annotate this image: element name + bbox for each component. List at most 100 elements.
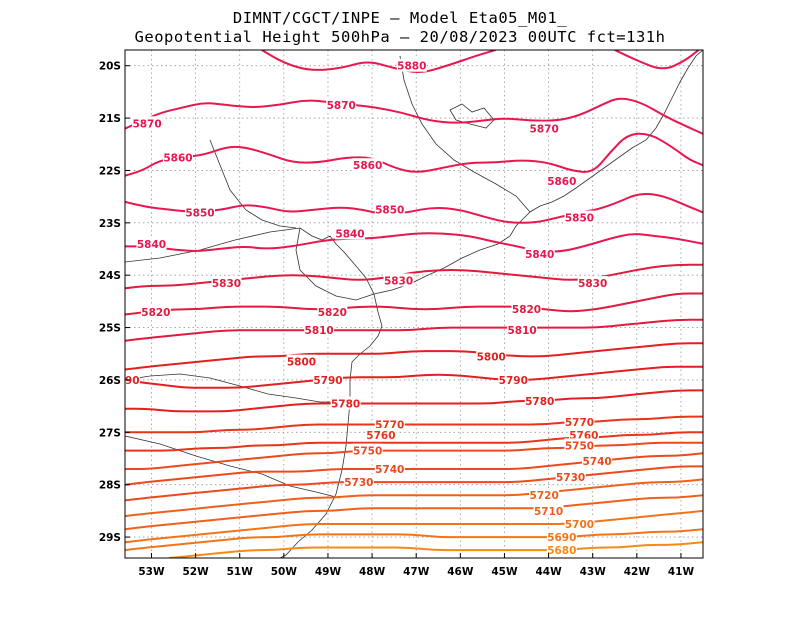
contour-line-5680 (169, 541, 703, 558)
contour-label-5840: 5840 (137, 239, 166, 251)
contour-label-5820: 5820 (141, 307, 170, 319)
contour-label-background (582, 454, 613, 468)
lon-tick-label: 46W (447, 566, 474, 578)
contour-label-background (365, 427, 396, 441)
state-border-2 (125, 373, 350, 403)
contour-label-background (568, 427, 599, 441)
lat-tick-label: 20S (99, 61, 121, 73)
contour-label-5850: 5850 (565, 213, 594, 225)
contour-label-5830: 5830 (384, 275, 413, 287)
contour-label-5780: 5780 (331, 399, 360, 411)
contour-line-5790 (125, 365, 703, 389)
lon-tick-label: 51W (227, 566, 254, 578)
contour-label-5820: 5820 (318, 307, 347, 319)
state-border-1 (209, 139, 297, 229)
contour-label-background (343, 475, 374, 489)
contour-line-5820 (125, 292, 703, 316)
contour-label-background (136, 236, 167, 250)
contour-label-5720: 5720 (530, 490, 559, 502)
contour-label-background (577, 276, 608, 290)
contour-line-5870 (125, 97, 703, 135)
contour-label-5740: 5740 (582, 456, 611, 468)
map-frame (124, 49, 704, 559)
contour-label-5820: 5820 (512, 304, 541, 316)
contour-label-background (507, 323, 538, 337)
lat-tick-label: 26S (99, 375, 121, 387)
contour-label-5870: 5870 (132, 118, 161, 130)
contour-label-background (132, 116, 163, 130)
contour-label-background (286, 354, 317, 368)
contour-label-5730: 5730 (556, 472, 585, 484)
contour-label-5750: 5750 (353, 446, 382, 458)
lat-tick-label: 21S (99, 113, 121, 125)
contour-label-background (529, 488, 560, 502)
contour-label-5750: 5750 (565, 440, 594, 452)
lat-tick-label: 27S (99, 427, 121, 439)
lon-tick-label: 42W (624, 566, 651, 578)
contour-label-5790: 5790 (110, 375, 139, 387)
contour-label-background (564, 210, 595, 224)
contour-line-5810 (125, 318, 703, 342)
contour-label-5840: 5840 (525, 249, 554, 261)
contour-line-5860 (125, 132, 703, 177)
contour-label-5800: 5800 (477, 351, 506, 363)
lon-tick-label: 45W (491, 566, 518, 578)
contour-label-5860: 5860 (353, 160, 382, 172)
lat-tick-label: 29S (99, 532, 121, 544)
contour-label-5790: 5790 (499, 375, 528, 387)
contour-label-5790: 5790 (313, 375, 342, 387)
lat-tick-label: 25S (99, 323, 121, 335)
contour-label-background (162, 150, 193, 164)
contour-label-background (498, 372, 529, 386)
contour-line-5690 (125, 528, 703, 552)
contour-label-5780: 5780 (525, 396, 554, 408)
contour-line-5720 (125, 478, 703, 518)
contour-label-background (374, 202, 405, 216)
contour-label-background (312, 372, 343, 386)
contour-label-background (374, 461, 405, 475)
contour-label-background (529, 121, 560, 135)
contour-label-background (335, 226, 366, 240)
contour-label-background (546, 173, 577, 187)
lat-tick-label: 24S (99, 270, 121, 282)
lon-tick-label: 50W (271, 566, 298, 578)
contour-label-background (374, 417, 405, 431)
contour-label-5770: 5770 (565, 417, 594, 429)
contour-label-background (185, 205, 216, 219)
contour-line-5880 (614, 50, 700, 70)
lon-tick-label: 48W (359, 566, 386, 578)
contour-label-5740: 5740 (375, 464, 404, 476)
contour-label-5830: 5830 (578, 278, 607, 290)
contour-label-5680: 5680 (547, 545, 576, 557)
lat-tick-label: 28S (99, 480, 121, 492)
contour-label-5860: 5860 (163, 152, 192, 164)
contour-label-background (396, 58, 427, 72)
contour-label-background (125, 372, 140, 386)
contour-label-5810: 5810 (507, 325, 536, 337)
contour-label-background (326, 97, 357, 111)
contour-label-background (524, 247, 555, 261)
state-border-5 (295, 227, 375, 301)
contour-label-background (524, 393, 555, 407)
contour-line-5800 (125, 342, 703, 371)
contour-line-5840 (125, 232, 703, 253)
state-border-4 (399, 55, 531, 213)
contour-label-5880: 5880 (397, 61, 426, 73)
contour-label-background (317, 304, 348, 318)
latitude-axis: 20S 21S 22S 23S 24S 25S 26S 27S 28S 29S (99, 61, 130, 544)
contour-label-5700: 5700 (565, 519, 594, 531)
geopotential-contours: 5880 5870 5870 5870 5860 5860 5860 5850 5850 5850… (110, 50, 703, 558)
contour-label-background (564, 516, 595, 530)
contour-label-background (330, 396, 361, 410)
state-border-3 (125, 435, 341, 499)
contour-label-background (211, 276, 242, 290)
lon-tick-label: 49W (315, 566, 342, 578)
coastline-east (373, 50, 703, 295)
contour-label-5860: 5860 (547, 176, 576, 188)
contour-line-5730 (125, 465, 703, 502)
contour-label-5730: 5730 (344, 477, 373, 489)
contour-line-5880 (261, 50, 496, 73)
contour-line-5710 (125, 494, 703, 531)
map-title-line-2: Geopotential Height 500hPa – 20/08/2023 … (134, 28, 666, 46)
